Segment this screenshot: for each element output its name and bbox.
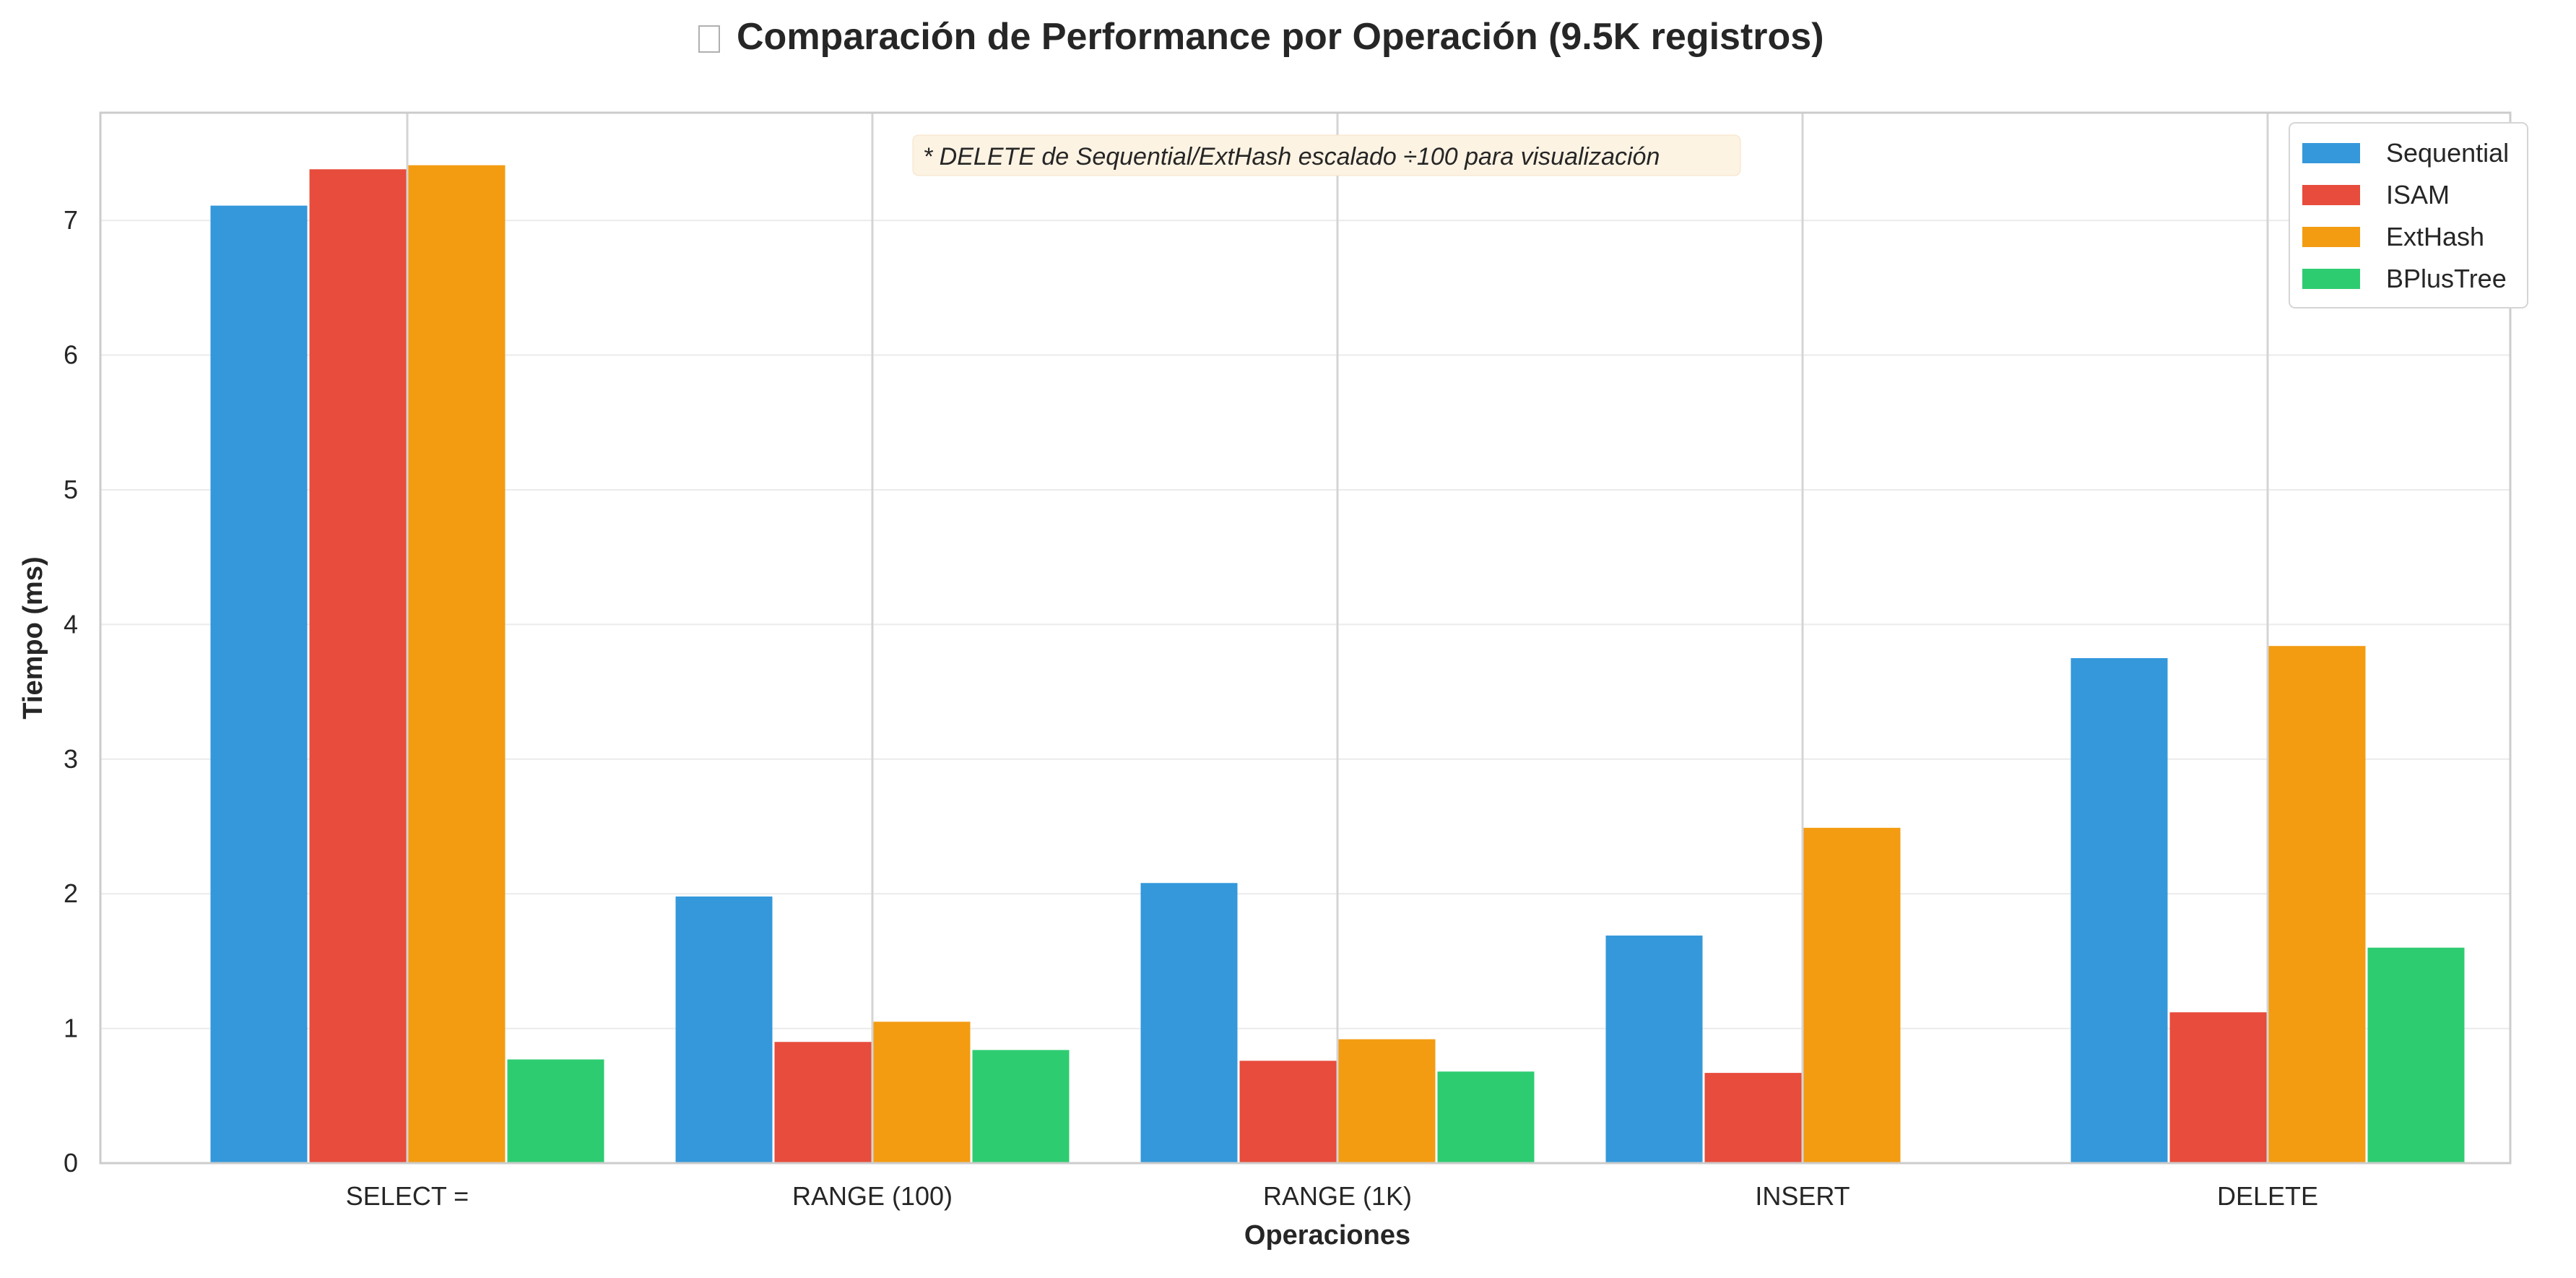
bar-sequential-1 bbox=[675, 896, 773, 1163]
legend-swatch-isam bbox=[2302, 185, 2360, 205]
y-axis-label: Tiempo (ms) bbox=[18, 556, 48, 719]
legend: Sequential ISAM ExtHash BPlusTree bbox=[2289, 122, 2528, 308]
bar-isam-2 bbox=[1239, 1061, 1337, 1163]
y-tick-label: 4 bbox=[64, 609, 78, 639]
x-tick-label: RANGE (100) bbox=[792, 1181, 953, 1211]
bar-exthash-0 bbox=[408, 165, 506, 1164]
bar-isam-0 bbox=[309, 169, 407, 1163]
x-tick-labels: SELECT = RANGE (100) RANGE (1K) INSERT DELET… bbox=[346, 1181, 2318, 1211]
bar-bplustree-4 bbox=[2367, 947, 2465, 1163]
plot-frame bbox=[99, 111, 2512, 1165]
annotation-box: * DELETE de Sequential/ExtHash escalado … bbox=[912, 134, 1741, 176]
bar-sequential-3 bbox=[1605, 935, 1703, 1163]
bar-exthash-2 bbox=[1338, 1039, 1436, 1163]
chart-title: Comparación de Performance por Operación… bbox=[737, 16, 1824, 58]
legend-label-sequential: Sequential bbox=[2386, 138, 2509, 168]
bar-exthash-1 bbox=[873, 1022, 971, 1163]
y-tick-label: 7 bbox=[64, 205, 78, 235]
legend-label-exthash: ExtHash bbox=[2386, 222, 2484, 251]
x-tick-label: RANGE (1K) bbox=[1263, 1181, 1412, 1211]
x-axis-label: Operaciones bbox=[1244, 1220, 1410, 1251]
bar-exthash-4 bbox=[2268, 646, 2366, 1163]
chart-icon bbox=[698, 25, 720, 53]
y-tick-label: 1 bbox=[64, 1014, 78, 1043]
y-tick-label: 5 bbox=[64, 475, 78, 504]
y-tick-label: 2 bbox=[64, 878, 78, 908]
bar-sequential-4 bbox=[2070, 657, 2168, 1163]
bar-bplustree-2 bbox=[1437, 1071, 1535, 1163]
y-tick-label: 6 bbox=[64, 340, 78, 370]
legend-swatch-bplustree bbox=[2302, 269, 2360, 289]
y-tick-labels: 0 1 2 3 4 5 6 7 bbox=[64, 205, 78, 1178]
legend-frame bbox=[2289, 122, 2528, 308]
bars-layer bbox=[210, 165, 2465, 1164]
legend-label-bplustree: BPlusTree bbox=[2386, 264, 2507, 293]
x-tick-label: SELECT = bbox=[346, 1181, 469, 1211]
annotation-text: * DELETE de Sequential/ExtHash escalado … bbox=[923, 143, 1660, 170]
bar-isam-3 bbox=[1704, 1073, 1802, 1163]
chart-title-group: Comparación de Performance por Operación… bbox=[698, 16, 1824, 58]
legend-swatch-exthash bbox=[2302, 227, 2360, 247]
x-tick-label: INSERT bbox=[1755, 1181, 1849, 1211]
bar-isam-4 bbox=[2169, 1012, 2267, 1163]
annotation-background bbox=[912, 134, 1741, 176]
bar-sequential-0 bbox=[210, 205, 308, 1164]
x-tick-label: DELETE bbox=[2217, 1181, 2318, 1211]
bar-bplustree-0 bbox=[507, 1059, 604, 1163]
bar-exthash-3 bbox=[1803, 827, 1901, 1163]
bar-isam-1 bbox=[774, 1042, 872, 1163]
legend-swatch-sequential bbox=[2302, 143, 2360, 163]
legend-label-isam: ISAM bbox=[2386, 180, 2450, 210]
y-tick-label: 3 bbox=[64, 744, 78, 774]
vertical-gridlines bbox=[406, 113, 2269, 1163]
bar-sequential-2 bbox=[1140, 883, 1238, 1163]
y-tick-label: 0 bbox=[64, 1148, 78, 1178]
bar-bplustree-1 bbox=[972, 1050, 1070, 1163]
